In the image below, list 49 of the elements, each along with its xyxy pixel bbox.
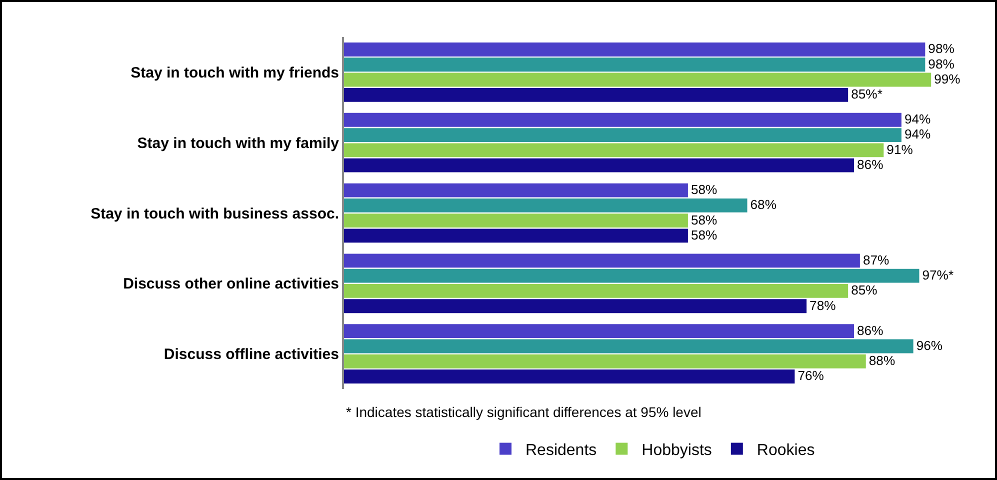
bar: [344, 284, 848, 298]
bar: [344, 128, 902, 142]
legend-label: Rookies: [756, 442, 815, 459]
bar: [344, 88, 848, 102]
data-label: 76%: [798, 368, 824, 384]
y-tick-label: Stay in touch with my friends: [130, 64, 339, 82]
data-label: 85%: [851, 282, 878, 298]
bar: [344, 299, 807, 314]
data-label: 68%: [750, 197, 777, 212]
data-label: 91%: [886, 142, 914, 157]
data-label: 58%: [690, 182, 718, 197]
bar: [344, 268, 920, 283]
bar: [344, 72, 932, 87]
data-label: 98%: [928, 56, 955, 72]
bar: [344, 339, 914, 354]
bar: [344, 324, 854, 338]
data-label: 96%: [916, 338, 943, 353]
y-tick-label: Stay in touch with my family: [137, 134, 340, 152]
bar: [344, 198, 748, 212]
data-label: 94%: [904, 112, 932, 127]
y-tick-label: Discuss other online activities: [123, 276, 339, 293]
bar: [344, 158, 854, 172]
data-label: 58%: [690, 227, 718, 242]
data-label: 86%: [857, 156, 884, 172]
data-label: 85%*: [851, 86, 882, 102]
bar: [344, 143, 884, 158]
bar: [344, 254, 860, 268]
bar: [344, 228, 688, 243]
data-label: 98%: [928, 41, 955, 56]
data-label: 99%: [934, 71, 961, 86]
data-label: 87%: [862, 252, 890, 268]
y-tick-label: Discuss offline activities: [164, 346, 339, 364]
bar: [344, 183, 688, 198]
bar: [344, 354, 866, 368]
data-label: 88%: [868, 353, 896, 368]
y-tick-label: Stay in touch with business assoc.: [90, 205, 339, 222]
bar: [344, 214, 688, 228]
data-label: 97%*: [922, 268, 954, 283]
bar: [344, 370, 795, 384]
data-label: 58%: [690, 212, 718, 228]
data-label: 94%: [904, 126, 932, 142]
bar: [344, 112, 902, 127]
data-label: 86%: [857, 322, 884, 338]
bar: [344, 58, 926, 72]
text: * Indicates statistically significant differences at 95% level: [346, 404, 702, 420]
legend-label: Residents: [526, 442, 597, 459]
bar: [344, 42, 926, 56]
legend-label: Hobbyists: [642, 442, 712, 459]
data-label: 78%: [810, 298, 836, 313]
